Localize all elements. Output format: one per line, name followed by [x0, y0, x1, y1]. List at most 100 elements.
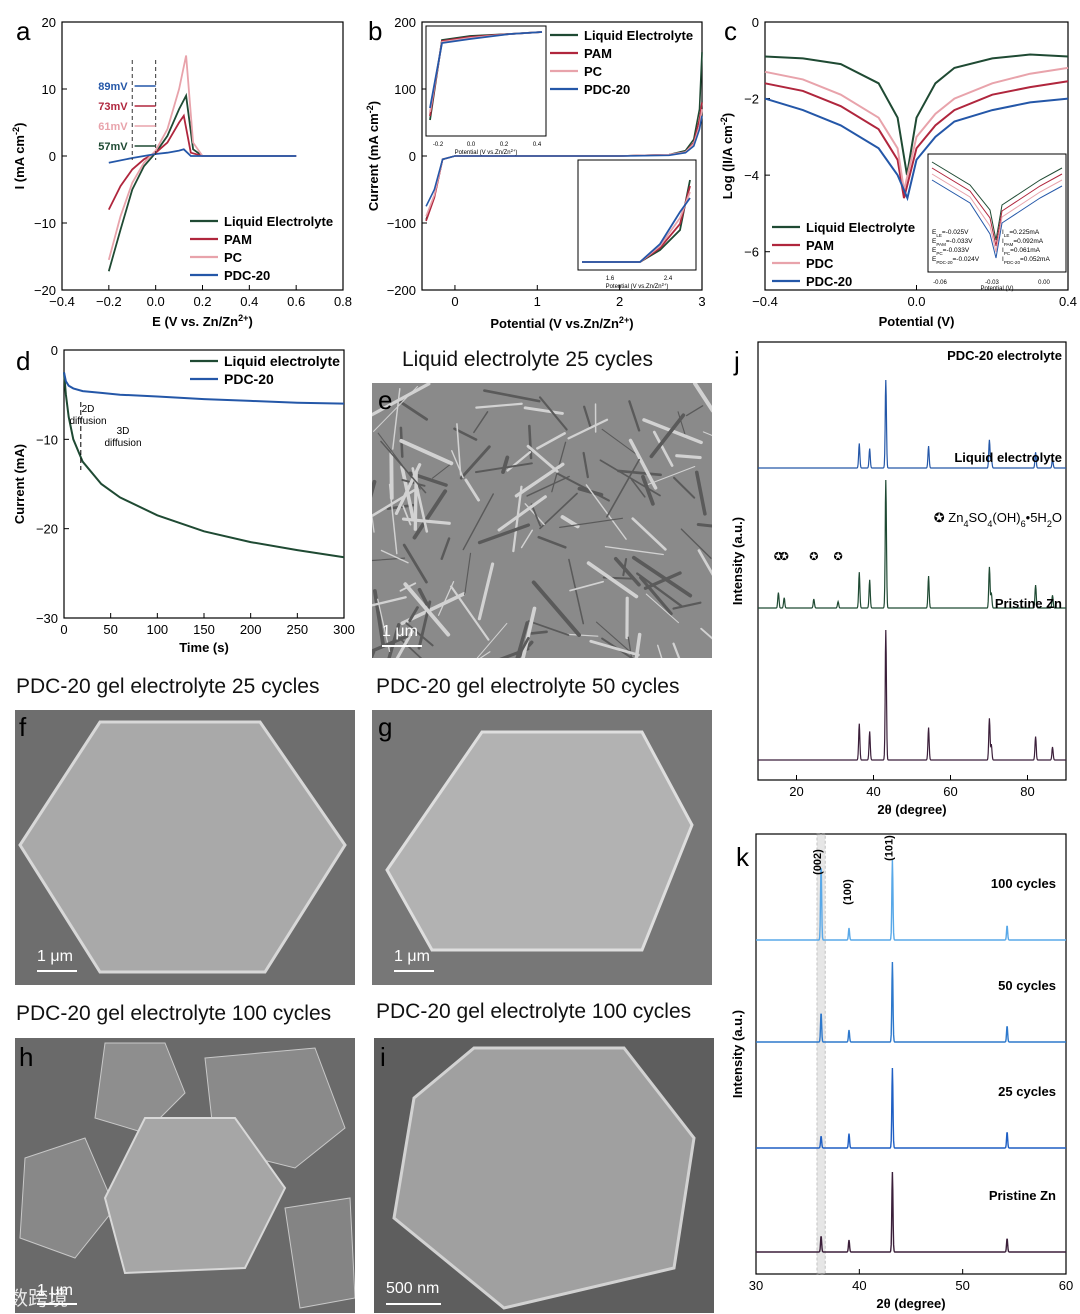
inset-tick-label: 0.4	[533, 142, 542, 148]
legend-label: PDC-20	[584, 82, 630, 97]
needle-crystal	[477, 562, 495, 621]
needle-crystal	[431, 463, 451, 479]
needle-crystal	[372, 634, 409, 653]
x-tick-label: 40	[866, 784, 880, 799]
x-tick-label: 60	[1059, 1278, 1073, 1293]
needle-crystal	[479, 651, 491, 658]
inset-line	[582, 197, 691, 263]
x-tick-label: −0.2	[96, 294, 122, 309]
x-tick-label: −0.4	[752, 294, 778, 309]
peak-label: (100)	[842, 879, 854, 905]
scalebar-label-h: 1 μm	[37, 1282, 73, 1299]
inset-text: ELE=-0.025V	[932, 229, 969, 238]
needle-crystal	[697, 549, 712, 576]
y-tick-label: −30	[36, 611, 58, 626]
x-tick-label: 3	[698, 294, 705, 309]
highlight-band	[816, 833, 826, 1275]
y-tick-label: −6	[744, 245, 759, 260]
needle-crystal	[372, 650, 376, 658]
x-axis-label: 2θ (degree)	[877, 802, 946, 817]
inset-line	[931, 179, 1063, 259]
needle-crystal	[539, 492, 578, 530]
needle-crystal	[641, 474, 655, 506]
needle-crystal	[559, 517, 623, 529]
inset-text: IPDC-20=0.052mA	[1002, 256, 1050, 265]
needle-crystal	[506, 450, 532, 472]
inset-axis-label: Potential (V)	[980, 286, 1013, 292]
needle-crystal	[672, 601, 702, 610]
x-tick-label: −0.4	[49, 294, 75, 309]
needle-crystal	[672, 476, 696, 499]
x-axis-label: E (V vs. Zn/Zn2+)	[152, 313, 253, 329]
needle-crystal	[372, 383, 431, 417]
y-tick-label: 0	[49, 149, 56, 164]
needle-crystal	[483, 389, 541, 403]
inset-tick-label: -0.2	[433, 142, 444, 148]
needle-crystal	[700, 627, 712, 640]
legend-label: Liquid Electrolyte	[584, 28, 693, 43]
inset-tick-label: 0.00	[1038, 280, 1050, 286]
needle-crystal	[403, 582, 451, 637]
peak-label: (101)	[883, 835, 895, 861]
overpotential-label: 57mV	[98, 141, 128, 153]
inset-text: EPC=-0.033V	[932, 247, 970, 256]
inset-text: IPC=0.061mA	[1002, 247, 1041, 256]
y-tick-label: −20	[36, 522, 58, 537]
needle-crystal	[627, 636, 633, 658]
needle-crystal	[628, 438, 658, 490]
inset-axis-label: Potential (V vs.Zn/Zn2+)	[455, 148, 518, 157]
inset-text: EPDC-20=-0.024V	[932, 256, 980, 265]
x-tick-label: 100	[146, 622, 168, 637]
x-tick-label: 0.2	[193, 294, 211, 309]
needle-crystal	[702, 431, 712, 437]
needle-crystal	[477, 523, 531, 545]
panel-label-d: d	[16, 346, 30, 376]
needle-crystal	[377, 432, 421, 490]
scalebar-label-e: 1 μm	[382, 623, 418, 640]
needle-crystal	[402, 543, 428, 584]
inset-tick-label: -0.03	[985, 280, 999, 286]
needle-crystal	[380, 549, 409, 564]
x-tick-label: 20	[789, 784, 803, 799]
needle-crystal	[586, 561, 639, 599]
sem-title-g: PDC-20 gel electrolyte 50 cycles	[376, 675, 680, 698]
x-tick-label: 80	[1020, 784, 1034, 799]
chart-b: b 0 1 2 3 200 100 0 −100 −200 Potential (V vs.Zn/…	[365, 15, 706, 331]
needle-crystal	[394, 463, 422, 515]
needle-crystal	[440, 537, 451, 560]
panel-label-k: k	[736, 842, 750, 872]
sem-image-f: f 1 μm	[15, 710, 355, 985]
needle-crystal	[656, 644, 663, 658]
inset-axis-label: Potential (V vs.Zn/Zn2+)	[606, 282, 669, 291]
needle-crystal	[474, 462, 533, 474]
needle-crystal	[672, 642, 681, 658]
needle-crystal	[501, 455, 510, 474]
needle-crystal	[582, 451, 589, 479]
needle-crystal	[476, 622, 508, 658]
needle-crystal	[634, 632, 642, 658]
xrd-pattern-0	[758, 379, 1066, 469]
x-axis-label: Potential (V vs.Zn/Zn2+)	[490, 315, 633, 331]
needle-crystal	[565, 633, 599, 637]
sem-image-g: g 1 μm	[372, 710, 712, 985]
needle-crystal	[639, 576, 673, 616]
x-tick-label: 0.0	[907, 294, 925, 309]
annotation-text: 3D	[117, 426, 130, 437]
scalebar-label-f: 1 μm	[37, 948, 73, 965]
needle-crystal	[512, 485, 523, 553]
annotation-text: diffusion	[69, 416, 106, 427]
inset-line	[429, 31, 543, 109]
scalebar-h	[37, 1303, 77, 1305]
sem-title-e: Liquid electrolyte 25 cycles	[402, 348, 653, 371]
needle-crystal	[456, 423, 462, 476]
needle-crystal	[628, 400, 641, 432]
needle-crystal	[599, 459, 661, 497]
legend-label: PDC	[806, 256, 834, 271]
series-line-2	[764, 66, 1069, 191]
needle-crystal	[643, 571, 682, 590]
xrd-pattern-3	[756, 1171, 1066, 1253]
x-tick-label: 0.0	[147, 294, 165, 309]
needle-crystal	[401, 478, 426, 487]
x-tick-label: 150	[193, 622, 215, 637]
needle-crystal	[585, 484, 627, 540]
